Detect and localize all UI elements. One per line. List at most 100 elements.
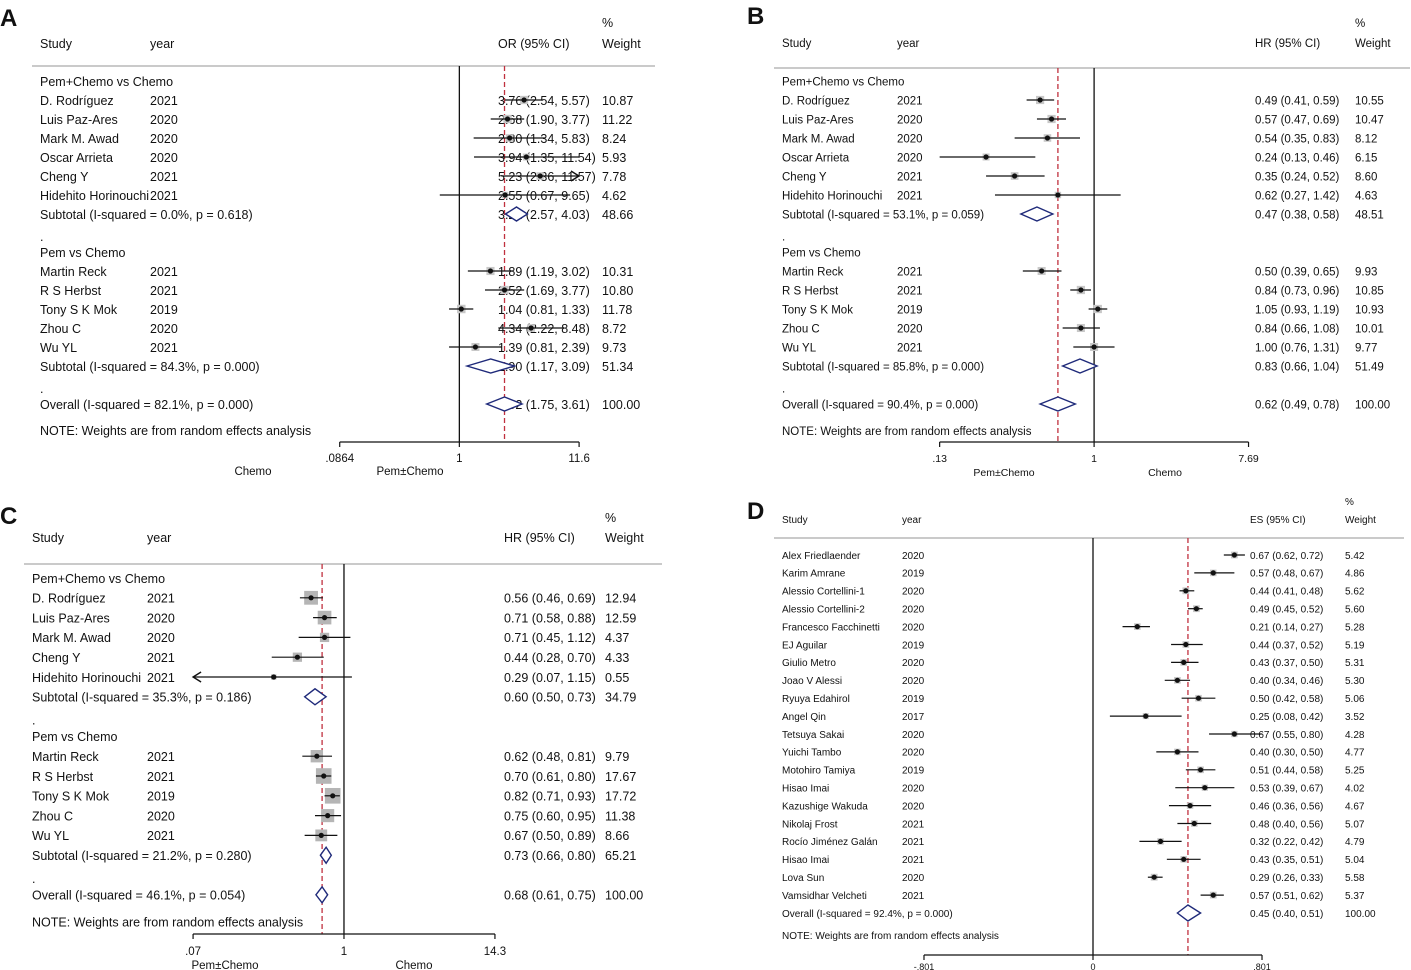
- subtotal-label: Subtotal (I-squared = 85.8%, p = 0.000): [782, 361, 984, 373]
- study-name: Martin Reck: [782, 266, 844, 278]
- study-year: 2020: [902, 801, 925, 812]
- point-estimate: [1181, 659, 1187, 665]
- study-weight: 5.30: [1345, 676, 1365, 687]
- point-estimate: [1183, 641, 1189, 648]
- study-ci: 0.50 (0.42, 0.58): [1250, 694, 1323, 705]
- study-name: Alex Friedlaender: [782, 551, 861, 562]
- study-year: 2021: [902, 837, 925, 848]
- study-name: Wu YL: [32, 829, 69, 843]
- header-weight: Weight: [602, 37, 641, 51]
- study-year: 2020: [902, 658, 925, 669]
- favours-left-label: Chemo: [234, 466, 271, 478]
- panel-B: B Study year HR (95% CI)% Weight Pem+Chemo vs…: [747, 3, 1410, 479]
- overall-label: Overall (I-squared = 46.1%, p = 0.054): [32, 889, 245, 903]
- header-effect: ES (95% CI): [1250, 515, 1306, 526]
- study-weight: 10.01: [1355, 323, 1384, 335]
- study-ci: 0.57 (0.47, 0.69): [1255, 114, 1340, 126]
- study-ci: 0.82 (0.71, 0.93): [504, 790, 596, 804]
- header-effect: HR (95% CI): [1255, 38, 1320, 50]
- favours-right-label: Chemo: [1148, 467, 1182, 479]
- study-year: 2021: [150, 170, 178, 184]
- study-weight: 5.19: [1345, 640, 1365, 651]
- point-estimate: [472, 344, 479, 350]
- point-estimate: [1157, 838, 1164, 844]
- study-name: D. Rodríguez: [782, 95, 850, 107]
- study-year: 2020: [902, 784, 925, 795]
- point-estimate: [1187, 803, 1193, 809]
- study-year: 2020: [897, 152, 923, 164]
- point-estimate: [321, 615, 328, 621]
- study-name: R S Herbst: [32, 770, 94, 784]
- study-weight: 9.73: [602, 341, 626, 355]
- study-name: Ryuya Edahirol: [782, 694, 850, 705]
- header-year: year: [902, 515, 922, 526]
- study-ci: 2.80 (1.34, 5.83): [498, 132, 590, 146]
- study-weight: 8.66: [605, 829, 629, 843]
- x-tick-label: 14.3: [484, 946, 506, 958]
- study-year: 2021: [150, 189, 178, 203]
- study-name: Motohiro Tamiya: [782, 766, 856, 777]
- point-estimate: [1078, 287, 1084, 293]
- study-ci: 5.23 (2.36, 11.57): [498, 170, 596, 184]
- point-estimate: [1044, 135, 1051, 141]
- study-year: 2021: [147, 829, 175, 843]
- subtotal-ci: 1.90 (1.17, 3.09): [498, 360, 590, 374]
- x-tick-label: 1: [1091, 453, 1097, 465]
- study-ci: 1.00 (0.76, 1.31): [1255, 342, 1340, 354]
- subtotal-label: Subtotal (I-squared = 35.3%, p = 0.186): [32, 691, 252, 705]
- study-ci: 0.44 (0.41, 0.48): [1250, 587, 1323, 598]
- header-weight: Weight: [605, 531, 644, 545]
- point-estimate: [1181, 856, 1187, 862]
- study-ci: 0.57 (0.48, 0.67): [1250, 569, 1323, 580]
- weights-note: NOTE: Weights are from random effects an…: [40, 424, 311, 438]
- study-ci: 2.55 (0.67, 9.65): [498, 189, 590, 203]
- header-pct: %: [1355, 18, 1365, 30]
- point-estimate: [458, 306, 464, 312]
- point-estimate: [1037, 97, 1043, 103]
- overall-weight: 100.00: [1355, 399, 1390, 411]
- study-weight: 4.86: [1345, 569, 1365, 580]
- weights-note: NOTE: Weights are from random effects an…: [782, 931, 999, 942]
- spacer-dot: .: [40, 230, 43, 244]
- study-name: D. Rodríguez: [32, 592, 106, 606]
- overall-ci: 0.62 (0.49, 0.78): [1255, 399, 1340, 411]
- study-weight: 5.28: [1345, 622, 1365, 633]
- study-ci: 0.75 (0.60, 0.95): [504, 809, 596, 823]
- study-name: Tony S K Mok: [40, 303, 118, 317]
- favours-left-label: Pem±Chemo: [191, 960, 258, 970]
- study-ci: 0.35 (0.24, 0.52): [1255, 171, 1340, 183]
- subtotal-diamond: [464, 358, 517, 374]
- study-ci: 0.24 (0.13, 0.46): [1255, 152, 1340, 164]
- header-pct: %: [602, 16, 613, 30]
- study-ci: 0.84 (0.66, 1.08): [1255, 323, 1340, 335]
- study-name: Hidehito Horinouchi: [40, 189, 149, 203]
- study-ci: 1.39 (0.81, 2.39): [498, 341, 590, 355]
- header-study: Study: [32, 531, 65, 545]
- study-name: Martin Reck: [40, 265, 107, 279]
- header-weight: Weight: [1345, 515, 1376, 526]
- study-name: Mark M. Awad: [32, 631, 111, 645]
- study-weight: 4.79: [1345, 837, 1365, 848]
- study-ci: 0.62 (0.48, 0.81): [504, 750, 596, 764]
- point-estimate: [1174, 749, 1180, 755]
- subtotal-label: Subtotal (I-squared = 84.3%, p = 0.000): [40, 360, 260, 374]
- panel-D: D Study year ES (95% CI)% Weight Alex Friedla…: [747, 497, 1404, 970]
- study-ci: 0.44 (0.37, 0.52): [1250, 640, 1323, 651]
- study-ci: 0.43 (0.35, 0.51): [1250, 855, 1323, 866]
- point-estimate: [1055, 192, 1061, 198]
- study-year: 2020: [150, 113, 178, 127]
- ci-arrow-right: [570, 170, 581, 182]
- study-year: 2020: [902, 730, 925, 741]
- x-tick-label: .801: [1253, 962, 1271, 970]
- subtotal-ci: 0.73 (0.66, 0.80): [504, 849, 596, 863]
- study-year: 2021: [147, 592, 175, 606]
- spacer-dot: .: [782, 231, 785, 243]
- overall-diamond: [484, 396, 524, 412]
- spacer-dot: .: [782, 383, 785, 395]
- study-name: Luis Paz-Ares: [40, 113, 118, 127]
- point-estimate: [321, 634, 328, 640]
- header-study: Study: [40, 37, 73, 51]
- spacer-dot: .: [40, 382, 43, 396]
- study-year: 2021: [150, 265, 178, 279]
- study-ci: 0.43 (0.37, 0.50): [1250, 658, 1323, 669]
